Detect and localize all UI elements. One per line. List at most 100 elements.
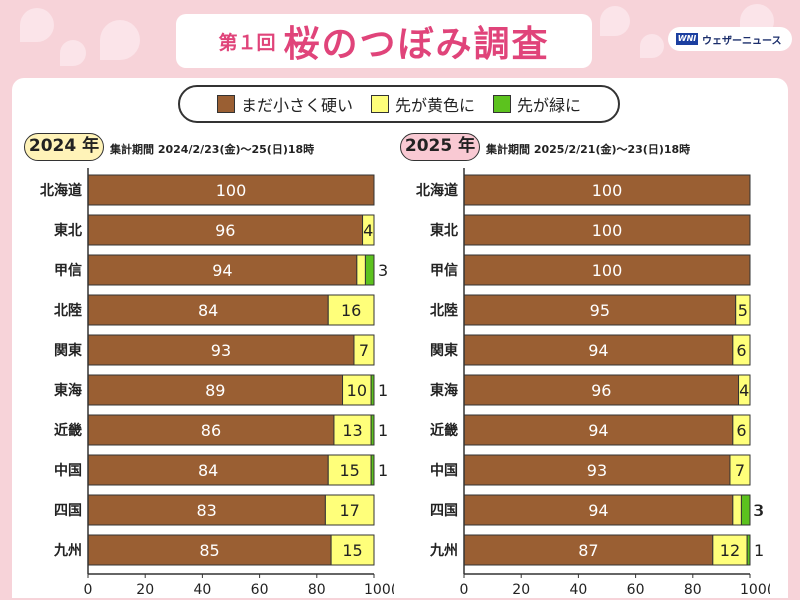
year-tag-2024: 2024 年 bbox=[24, 133, 104, 161]
bar-value-label: 5 bbox=[738, 301, 748, 320]
bar-segment-hard bbox=[87, 174, 375, 206]
bar-value-label: 3 bbox=[753, 501, 763, 520]
blossom-decoration bbox=[640, 34, 664, 58]
bar-value-label: 4 bbox=[363, 221, 373, 240]
category-label: 北陸 bbox=[54, 302, 82, 319]
bar-value-label: 89 bbox=[205, 381, 225, 400]
bar-segment-yellow bbox=[729, 454, 751, 486]
bar-segment-green bbox=[746, 534, 751, 566]
x-tick-label: 20 bbox=[136, 582, 154, 594]
bar-value-label: 84 bbox=[198, 461, 218, 480]
x-tick-label: 0 bbox=[84, 582, 93, 594]
page-title: 桜のつぼみ調査 bbox=[283, 24, 550, 65]
bar-value-label: 1 bbox=[754, 541, 764, 560]
bar-value-label: 100 bbox=[216, 181, 247, 200]
bar-value-label: 95 bbox=[590, 301, 610, 320]
bar-segment-yellow bbox=[327, 294, 375, 326]
x-tick-label: 100(%) bbox=[364, 582, 394, 594]
bar-segment-yellow bbox=[327, 454, 372, 486]
category-label: 近畿 bbox=[430, 422, 458, 439]
title-banner: 第１回 桜のつぼみ調査 bbox=[176, 14, 592, 68]
bar-segment-yellow bbox=[342, 374, 372, 406]
bar-value-label: 16 bbox=[341, 301, 361, 320]
bar-segment-yellow bbox=[362, 214, 375, 246]
category-label: 九州 bbox=[53, 543, 82, 559]
year-tag-2025: 2025 年 bbox=[400, 133, 480, 161]
x-tick-label: 60 bbox=[251, 582, 269, 594]
bar-value-label: 10 bbox=[347, 381, 367, 400]
category-label: 九州 bbox=[429, 543, 458, 559]
category-label: 北海道 bbox=[416, 182, 458, 199]
legend-label: 先が緑に bbox=[517, 96, 582, 115]
x-tick-label: 100(%) bbox=[740, 582, 770, 594]
bar-value-label: 96 bbox=[215, 221, 235, 240]
bar-segment-green bbox=[740, 494, 751, 526]
bar-segment-yellow bbox=[732, 334, 751, 366]
bar-segment-hard bbox=[463, 214, 751, 246]
bar-value-label: 83 bbox=[197, 501, 217, 520]
x-tick-label: 80 bbox=[684, 582, 702, 594]
bar-value-label: 1 bbox=[378, 461, 388, 480]
category-label: 東海 bbox=[430, 382, 458, 399]
bar-segment-hard bbox=[463, 254, 751, 286]
legend-label: 先が黄色に bbox=[394, 96, 475, 115]
category-label: 東北 bbox=[430, 222, 458, 239]
bar-segment-yellow bbox=[356, 254, 366, 286]
legend-item-hard: まだ小さく硬い bbox=[216, 92, 353, 116]
bar-segment-green bbox=[370, 454, 375, 486]
category-label: 四国 bbox=[54, 503, 82, 519]
bar-value-label: 6 bbox=[736, 341, 746, 360]
blossom-decoration bbox=[600, 6, 630, 36]
x-tick-label: 0 bbox=[460, 582, 469, 594]
x-tick-label: 60 bbox=[627, 582, 645, 594]
bar-value-label: 100 bbox=[592, 261, 623, 280]
bar-segment-hard bbox=[463, 494, 734, 526]
blossom-decoration bbox=[60, 40, 86, 66]
bar-value-label: 84 bbox=[198, 301, 218, 320]
bar-chart-2025: 北海道 100 東北 100 甲信 100 北陸 95 5 関東 94 6 東海 96 4 近畿 94 6 中国 93… bbox=[416, 168, 770, 594]
bar-segment-hard bbox=[87, 374, 344, 406]
bar-value-label: 3 bbox=[378, 261, 388, 280]
bar-value-label: 87 bbox=[578, 541, 598, 560]
legend-swatch-yellow bbox=[370, 95, 389, 113]
x-tick-label: 80 bbox=[308, 582, 326, 594]
legend-item-green: 先が緑に bbox=[493, 92, 581, 116]
bar-segment-yellow bbox=[738, 374, 751, 406]
brand-name: ウェザーニュース bbox=[702, 35, 782, 47]
title-prefix: 第１回 bbox=[218, 31, 276, 54]
bar-value-label: 94 bbox=[212, 261, 232, 280]
bar-value-label: 17 bbox=[340, 501, 360, 520]
legend: まだ小さく硬い 先が黄色に 先が緑に bbox=[178, 85, 620, 123]
bar-value-label: 6 bbox=[736, 421, 746, 440]
bar-segment-hard bbox=[463, 374, 740, 406]
bar-segment-hard bbox=[87, 494, 326, 526]
category-label: 関東 bbox=[54, 342, 82, 359]
bar-value-label: 86 bbox=[201, 421, 221, 440]
bar-segment-yellow bbox=[735, 294, 751, 326]
bar-segment-green bbox=[370, 414, 375, 446]
category-label: 甲信 bbox=[54, 262, 82, 279]
bar-value-label: 85 bbox=[199, 541, 219, 560]
category-label: 四国 bbox=[430, 503, 458, 519]
category-label: 東北 bbox=[54, 222, 82, 239]
bar-value-label: 7 bbox=[359, 341, 369, 360]
bar-segment-green bbox=[370, 374, 375, 406]
legend-swatch-brown bbox=[216, 95, 235, 113]
bar-segment-hard bbox=[87, 414, 335, 446]
bar-value-label: 13 bbox=[342, 421, 362, 440]
category-label: 北海道 bbox=[40, 182, 82, 199]
period-2025: 集計期間 2025/2/21(金)～23(日)18時 bbox=[486, 143, 691, 156]
brand-badge: WNI ウェザーニュース bbox=[668, 27, 792, 51]
legend-label: まだ小さく硬い bbox=[240, 96, 353, 115]
bar-value-label: 4 bbox=[739, 381, 749, 400]
bar-value-label: 12 bbox=[720, 541, 740, 560]
category-label: 中国 bbox=[54, 462, 82, 479]
category-label: 中国 bbox=[430, 462, 458, 479]
x-tick-label: 40 bbox=[193, 582, 211, 594]
weathernews-logo-icon: WNI bbox=[676, 33, 698, 45]
bar-value-label: 15 bbox=[340, 461, 360, 480]
bar-value-label: 94 bbox=[588, 421, 608, 440]
category-label: 甲信 bbox=[430, 262, 458, 279]
bar-value-label: 93 bbox=[587, 461, 607, 480]
